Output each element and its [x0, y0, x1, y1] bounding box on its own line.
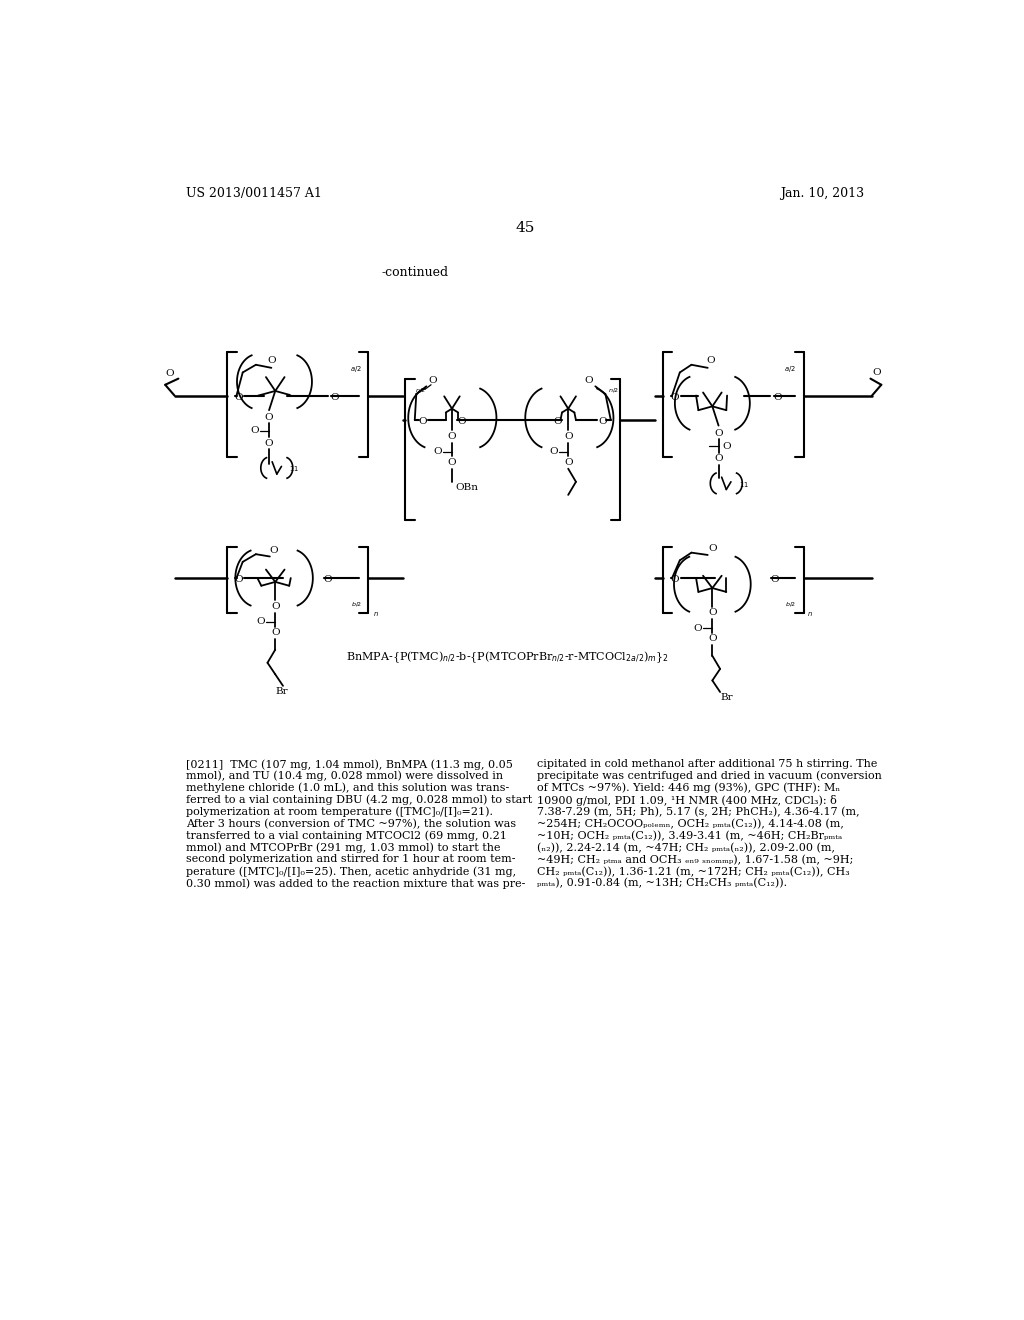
Text: 45: 45 — [515, 220, 535, 235]
Text: O: O — [707, 355, 715, 364]
Text: O: O — [234, 576, 243, 583]
Text: OBn: OBn — [456, 483, 479, 492]
Text: O: O — [271, 628, 280, 638]
Text: $_{a/2}$: $_{a/2}$ — [350, 364, 362, 375]
Text: [0211]  TMC (107 mg, 1.04 mmol), BnMPA (11.3 mg, 0.05: [0211] TMC (107 mg, 1.04 mmol), BnMPA (1… — [186, 759, 513, 770]
Text: O: O — [585, 376, 594, 385]
Text: second polymerization and stirred for 1 hour at room tem-: second polymerization and stirred for 1 … — [186, 854, 516, 865]
Text: O: O — [564, 432, 572, 441]
Text: O: O — [708, 609, 717, 618]
Text: O: O — [549, 447, 558, 457]
Text: cipitated in cold methanol after additional 75 h stirring. The: cipitated in cold methanol after additio… — [538, 759, 878, 770]
Text: 0.30 mmol) was added to the reaction mixture that was pre-: 0.30 mmol) was added to the reaction mix… — [186, 878, 525, 888]
Text: O: O — [771, 576, 779, 583]
Text: precipitate was centrifuged and dried in vacuum (conversion: precipitate was centrifuged and dried in… — [538, 771, 882, 781]
Text: 10900 g/mol, PDI 1.09, ¹H NMR (400 MHz, CDCl₃): δ: 10900 g/mol, PDI 1.09, ¹H NMR (400 MHz, … — [538, 795, 837, 805]
Text: O: O — [872, 368, 881, 378]
Text: ~10H; OCH₂ ₚₘₜₐ(C₁₂)), 3.49-3.41 (m, ~46H; CH₂Brₚₘₜₐ: ~10H; OCH₂ ₚₘₜₐ(C₁₂)), 3.49-3.41 (m, ~46… — [538, 830, 843, 841]
Text: O: O — [234, 392, 243, 401]
Text: $_{11}$: $_{11}$ — [289, 465, 299, 474]
Text: O: O — [708, 635, 717, 643]
Text: polymerization at room temperature ([TMC]₀/[I]₀=21).: polymerization at room temperature ([TMC… — [186, 807, 494, 817]
Text: O: O — [265, 413, 273, 422]
Text: O: O — [256, 618, 265, 627]
Text: O: O — [433, 447, 441, 457]
Text: O: O — [447, 432, 457, 441]
Text: O: O — [554, 417, 562, 426]
Text: ~49H; CH₂ ₚₜₘₐ and OCH₃ ₑₙ₉ ₛₙₒₘₘₚ), 1.67-1.58 (m, ~9H;: ~49H; CH₂ ₚₜₘₐ and OCH₃ ₑₙ₉ ₛₙₒₘₘₚ), 1.6… — [538, 854, 854, 865]
Text: O: O — [250, 426, 259, 436]
Text: $_{b/2}$: $_{b/2}$ — [784, 601, 796, 610]
Text: $_{b/2}$: $_{b/2}$ — [350, 601, 362, 610]
Text: O: O — [166, 370, 174, 379]
Text: After 3 hours (conversion of TMC ~97%), the solution was: After 3 hours (conversion of TMC ~97%), … — [186, 818, 516, 829]
Text: O: O — [723, 442, 731, 451]
Text: perature ([MTC]₀/[I]₀=25). Then, acetic anhydride (31 mg,: perature ([MTC]₀/[I]₀=25). Then, acetic … — [186, 866, 516, 876]
Text: transferred to a vial containing MTCOCl2 (69 mmg, 0.21: transferred to a vial containing MTCOCl2… — [186, 830, 507, 841]
Text: O: O — [447, 458, 457, 467]
Text: O: O — [773, 392, 781, 401]
Text: O: O — [670, 576, 679, 583]
Text: O: O — [267, 355, 275, 364]
Text: of MTCs ~97%). Yield: 446 mg (93%), GPC (THF): Mₙ: of MTCs ~97%). Yield: 446 mg (93%), GPC … — [538, 783, 841, 793]
Text: $_{n/2}$: $_{n/2}$ — [415, 387, 426, 396]
Text: BnMPA-{P(TMC)$_{n/2}$-b-{P(MTCOPrBr$_{n/2}$-r-MTCOCl$_2$$_{a/2}$)$_m$}$_2$: BnMPA-{P(TMC)$_{n/2}$-b-{P(MTCOPrBr$_{n/… — [346, 649, 670, 665]
Text: $_{11}$: $_{11}$ — [738, 480, 749, 490]
Text: US 2013/0011457 A1: US 2013/0011457 A1 — [186, 186, 322, 199]
Text: mmol) and MTCOPrBr (291 mg, 1.03 mmol) to start the: mmol) and MTCOPrBr (291 mg, 1.03 mmol) t… — [186, 842, 501, 853]
Text: O: O — [693, 623, 701, 632]
Text: ferred to a vial containing DBU (4.2 mg, 0.028 mmol) to start: ferred to a vial containing DBU (4.2 mg,… — [186, 795, 532, 805]
Text: (ₙ₂)), 2.24-2.14 (m, ~47H; CH₂ ₚₘₜₐ(ₙ₂)), 2.09-2.00 (m,: (ₙ₂)), 2.24-2.14 (m, ~47H; CH₂ ₚₘₜₐ(ₙ₂))… — [538, 842, 836, 853]
Text: O: O — [265, 438, 273, 447]
Text: O: O — [428, 376, 437, 385]
Text: 7.38-7.29 (m, 5H; Ph), 5.17 (s, 2H; PhCH₂), 4.36-4.17 (m,: 7.38-7.29 (m, 5H; Ph), 5.17 (s, 2H; PhCH… — [538, 807, 860, 817]
Text: O: O — [269, 546, 278, 554]
Text: ~254H; CH₂OCOOₚₒₗₑₘₙ, OCH₂ ₚₘₜₐ(C₁₂)), 4.14-4.08 (m,: ~254H; CH₂OCOOₚₒₗₑₘₙ, OCH₂ ₚₘₜₐ(C₁₂)), 4… — [538, 818, 844, 829]
Text: methylene chloride (1.0 mL), and this solution was trans-: methylene chloride (1.0 mL), and this so… — [186, 783, 509, 793]
Text: O: O — [708, 544, 717, 553]
Text: $_{a/2}$: $_{a/2}$ — [784, 364, 796, 375]
Text: $_{n}$: $_{n}$ — [373, 610, 379, 619]
Text: CH₂ ₚₘₜₐ(C₁₂)), 1.36-1.21 (m, ~172H; CH₂ ₚₘₜₐ(C₁₂)), CH₃: CH₂ ₚₘₜₐ(C₁₂)), 1.36-1.21 (m, ~172H; CH₂… — [538, 866, 850, 876]
Text: O: O — [324, 576, 332, 583]
Text: O: O — [331, 392, 339, 401]
Text: O: O — [564, 458, 572, 467]
Text: $_{n/2}$: $_{n/2}$ — [608, 387, 620, 396]
Text: ₚₘₜₐ), 0.91-0.84 (m, ~13H; CH₂CH₃ ₚₘₜₐ(C₁₂)).: ₚₘₜₐ), 0.91-0.84 (m, ~13H; CH₂CH₃ ₚₘₜₐ(C… — [538, 878, 787, 888]
Text: O: O — [418, 417, 427, 426]
Text: O: O — [598, 417, 606, 426]
Text: Jan. 10, 2013: Jan. 10, 2013 — [780, 186, 864, 199]
Text: O: O — [271, 602, 280, 611]
Text: Br: Br — [275, 686, 288, 696]
Text: O: O — [714, 454, 723, 463]
Text: -continued: -continued — [381, 265, 449, 279]
Text: O: O — [670, 392, 679, 401]
Text: $_{n}$: $_{n}$ — [807, 610, 813, 619]
Text: O: O — [714, 429, 723, 438]
Text: O: O — [457, 417, 466, 426]
Text: Br: Br — [720, 693, 732, 702]
Text: mmol), and TU (10.4 mg, 0.028 mmol) were dissolved in: mmol), and TU (10.4 mg, 0.028 mmol) were… — [186, 771, 503, 781]
